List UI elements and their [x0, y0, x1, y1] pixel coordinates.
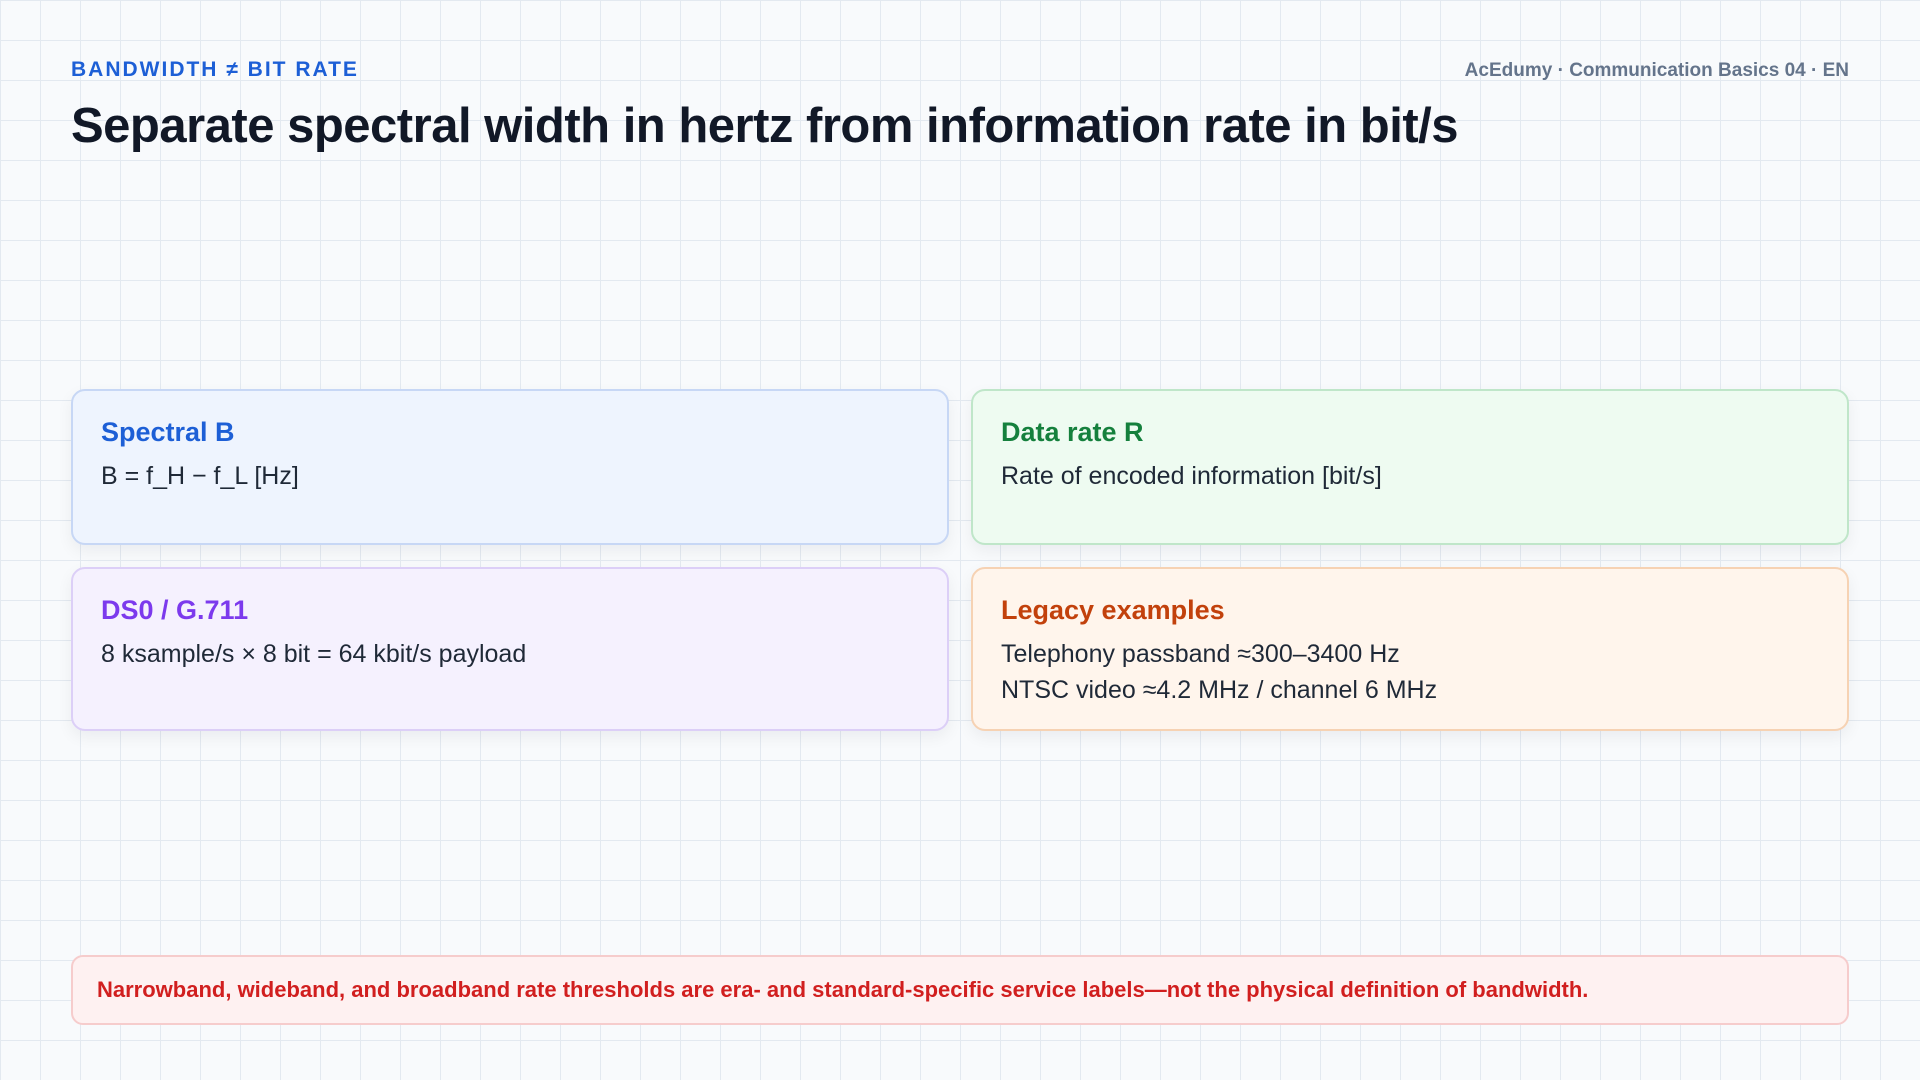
- card: Legacy examples Telephony passband ≈300–3…: [971, 567, 1849, 731]
- card-line: NTSC video ≈4.2 MHz / channel 6 MHz: [1001, 676, 1438, 704]
- card-line: Telephony passband ≈300–3400 Hz: [1001, 640, 1400, 668]
- meta: AcEdumy · Communication Basics 04 · EN: [1464, 60, 1849, 81]
- card: Data rate R Rate of encoded information […: [971, 389, 1849, 545]
- card-line: Rate of encoded information [bit/s]: [1001, 462, 1382, 490]
- card: DS0 / G.711 8 ksample/s × 8 bit = 64 kbit…: [71, 567, 949, 731]
- card-line: B = f_H − f_L [Hz]: [101, 462, 299, 490]
- title: Separate spectral width in hertz from in…: [71, 99, 1459, 153]
- card-title: Legacy examples: [1001, 595, 1225, 625]
- card: Spectral B B = f_H − f_L [Hz]: [71, 389, 949, 545]
- card-line: 8 ksample/s × 8 bit = 64 kbit/s payload: [101, 640, 527, 668]
- card-title: Data rate R: [1001, 417, 1144, 447]
- note: Narrowband, wideband, and broadband rate…: [71, 955, 1849, 1025]
- kicker: BANDWIDTH ≠ BIT RATE: [71, 58, 359, 81]
- card-title: Spectral B: [101, 417, 235, 447]
- card-title: DS0 / G.711: [101, 595, 249, 625]
